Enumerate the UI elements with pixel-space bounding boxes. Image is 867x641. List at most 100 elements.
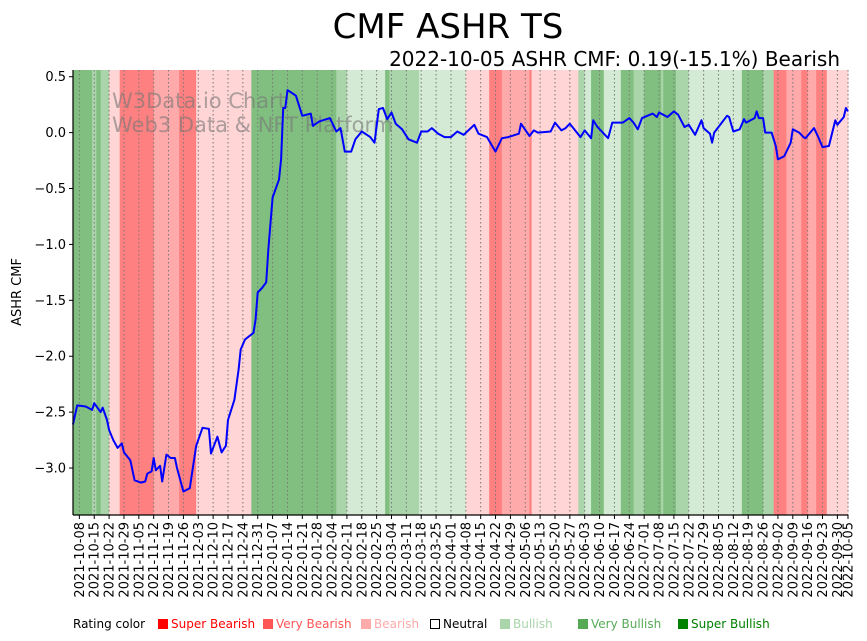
rating-band-very-bearish xyxy=(153,70,180,515)
rating-band-super-bearish xyxy=(179,70,197,515)
legend-label: Neutral xyxy=(443,617,488,631)
x-tick-label: 2022-02-04 xyxy=(326,522,341,598)
x-tick-label: 2022-08-05 xyxy=(712,522,727,598)
legend-swatch xyxy=(361,619,371,629)
chart-subtitle: 2022-10-05 ASHR CMF: 0.19(-15.1%) Bearis… xyxy=(389,47,840,71)
x-tick-label: 2022-03-04 xyxy=(385,522,400,598)
rating-band-bullish xyxy=(603,70,622,515)
x-tick-label: 2022-01-21 xyxy=(296,522,311,598)
legend-title: Rating color xyxy=(73,617,146,631)
legend-item-neutral: Neutral xyxy=(430,617,487,631)
cmf-line xyxy=(72,89,849,493)
x-tick-label: 2022-09-09 xyxy=(786,522,801,598)
x-tick-label: 2022-04-15 xyxy=(474,522,489,598)
rating-band-super-bullish xyxy=(323,70,337,515)
watermark: W3Data.io Chart Web3 Data & NFT Platform xyxy=(112,89,393,137)
legend-swatch xyxy=(263,619,273,629)
legend-item-very-bullish: Very Bullish xyxy=(578,617,661,631)
rating-band-very-bullish xyxy=(100,70,110,515)
x-tick-label: 2022-02-11 xyxy=(340,522,355,598)
x-tick-label: 2021-11-05 xyxy=(132,522,147,598)
x-tick-label: 2022-04-22 xyxy=(489,522,504,598)
rating-band-bearish xyxy=(531,70,579,515)
x-tick-label: 2021-12-10 xyxy=(207,522,222,598)
x-tick-label: 2022-07-01 xyxy=(638,522,653,598)
rating-band-super-bullish xyxy=(591,70,605,515)
rating-band-super-bearish xyxy=(801,70,809,515)
x-tick-label: 2022-04-01 xyxy=(444,522,459,598)
x-tick-label: 2022-07-15 xyxy=(667,522,682,598)
x-tick-label: 2022-06-24 xyxy=(623,522,638,598)
rating-band-very-bearish xyxy=(786,70,802,515)
x-tick-label: 2022-03-11 xyxy=(400,522,415,598)
legend-swatch xyxy=(430,619,440,629)
x-tick-label: 2022-01-28 xyxy=(311,522,326,598)
x-tick-label: 2022-05-20 xyxy=(548,522,563,598)
axes: 2021-10-08 2021-10-15 2021-10-22 2021-10-29… xyxy=(34,70,857,598)
x-tick-label: 2021-12-17 xyxy=(222,522,237,598)
series-layer xyxy=(72,89,849,493)
x-tick-label: 2022-04-29 xyxy=(504,522,519,598)
x-tick-label: 2022-07-29 xyxy=(697,522,712,598)
rating-band-super-bullish xyxy=(663,70,677,515)
x-tick-label: 2021-10-22 xyxy=(103,522,118,598)
x-tick-label: 2022-08-26 xyxy=(757,522,772,598)
x-tick-label: 2021-11-19 xyxy=(162,522,177,598)
rating-band-bearish xyxy=(109,70,121,515)
x-tick-label: 2022-02-25 xyxy=(370,522,385,598)
rating-band-bearish xyxy=(826,70,849,515)
rating-band-very-bullish xyxy=(633,70,645,515)
rating-band-super-bullish xyxy=(73,70,93,515)
rating-band-very-bullish xyxy=(336,70,348,515)
legend-label: Super Bearish xyxy=(171,617,256,631)
y-tick-label: 0.5 xyxy=(45,70,66,85)
x-tick-label: 2022-06-10 xyxy=(593,522,608,598)
rating-band-super-bearish xyxy=(489,70,503,515)
y-tick-label: −2.0 xyxy=(34,350,66,365)
x-tick-label: 2022-09-30 xyxy=(831,522,846,598)
x-tick-label: 2021-11-26 xyxy=(177,522,192,598)
y-axis-label: ASHR CMF xyxy=(10,258,25,326)
rating-band-very-bearish xyxy=(807,70,817,515)
x-tick-label: 2022-05-13 xyxy=(534,522,549,598)
x-tick-label: 2021-10-15 xyxy=(88,522,103,598)
legend-item-super-bearish: Super Bearish xyxy=(158,617,255,631)
x-tick-label: 2022-07-08 xyxy=(653,522,668,598)
legend-label: Bullish xyxy=(513,617,553,631)
x-tick-label: 2022-05-06 xyxy=(519,522,534,598)
legend-item-very-bearish: Very Bearish xyxy=(263,617,352,631)
x-tick-label: 2021-11-12 xyxy=(147,522,162,598)
x-tick-label: 2022-05-27 xyxy=(563,522,578,598)
rating-band-super-bearish xyxy=(529,70,533,515)
legend-swatch xyxy=(158,619,168,629)
rating-band-bullish xyxy=(419,70,467,515)
rating-band-very-bearish xyxy=(501,70,531,515)
legend-label: Very Bearish xyxy=(276,617,352,631)
rating-band-super-bullish xyxy=(251,70,325,515)
rating-band-super-bullish xyxy=(644,70,662,515)
rating-band-bullish xyxy=(688,70,743,515)
watermark-line-1: W3Data.io Chart xyxy=(112,89,286,113)
rating-band-bearish xyxy=(465,70,490,515)
watermark-line-2: Web3 Data & NFT Platform xyxy=(112,113,393,137)
x-tick-label: 2021-10-08 xyxy=(73,522,88,598)
legend-swatch xyxy=(500,619,510,629)
x-tick-label: 2022-01-07 xyxy=(266,522,281,598)
y-tick-label: −0.5 xyxy=(34,182,66,197)
rating-band-very-bullish xyxy=(661,70,664,515)
rating-bands xyxy=(73,70,849,515)
x-tick-label: 2022-09-16 xyxy=(801,522,816,598)
legend-label: Bearish xyxy=(374,617,420,631)
x-tick-label: 2022-08-12 xyxy=(727,522,742,598)
rating-band-bearish xyxy=(196,70,252,515)
rating-band-very-bullish xyxy=(389,70,420,515)
y-tick-label: −1.5 xyxy=(34,294,66,309)
x-tick-label: 2021-10-29 xyxy=(117,522,132,598)
rating-band-super-bullish xyxy=(385,70,390,515)
y-tick-label: −3.0 xyxy=(34,462,66,477)
legend-swatch xyxy=(578,619,588,629)
rating-band-very-bullish xyxy=(676,70,690,515)
legend-item-super-bullish: Super Bullish xyxy=(678,617,770,631)
